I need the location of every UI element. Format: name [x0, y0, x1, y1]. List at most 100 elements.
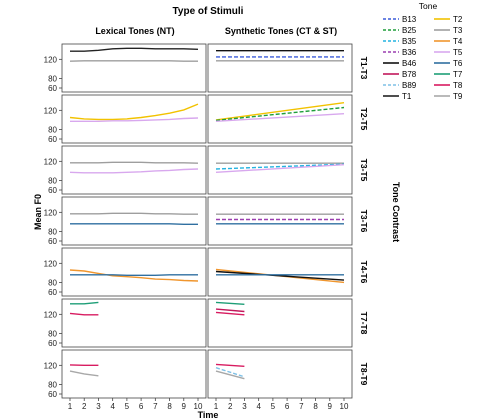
series-line-t2 [215, 102, 345, 121]
x-tick-label: 8 [167, 402, 172, 411]
x-tick-label: 4 [256, 402, 261, 411]
x-tick-label: 10 [194, 402, 203, 411]
y-tick-label: 60 [48, 186, 57, 195]
panel-t1-t3-col1 [61, 43, 207, 93]
y-tick-label: 80 [48, 278, 57, 287]
x-axis-label: Time [198, 410, 219, 419]
panel-frame [207, 94, 353, 144]
chart-title: Type of Stimuli [173, 6, 244, 17]
panel-frame [61, 247, 207, 297]
legend-item-t7: T7 [434, 70, 463, 79]
legend-label: B13 [402, 15, 417, 24]
legend-item-t5: T5 [434, 48, 463, 57]
legend-label: B25 [402, 26, 417, 35]
x-tick-label: 6 [139, 402, 144, 411]
x-tick-label: 3 [96, 402, 101, 411]
y-tick-label: 60 [48, 135, 57, 144]
panel-t1-t3-col2 [207, 43, 353, 93]
x-tick-label: 2 [82, 402, 87, 411]
panel-t7-t8-col1 [61, 298, 207, 348]
series-line-t5 [69, 168, 199, 174]
legend-label: T9 [453, 92, 463, 101]
y-tick-label: 120 [44, 157, 58, 166]
series-line-t1 [70, 47, 199, 52]
panel-t3-t6-col2 [207, 196, 353, 246]
column-title-lexical: Lexical Tones (NT) [95, 26, 174, 36]
legend-item-b13: B13 [383, 15, 417, 24]
legend-label: T6 [453, 59, 463, 68]
legend-item-b78: B78 [383, 70, 417, 79]
x-tick-label: 7 [299, 402, 304, 411]
panel-frame [207, 145, 353, 195]
legend-title: Tone [419, 1, 438, 11]
panel-frame [207, 196, 353, 246]
panel-t7-t8-col2 [207, 298, 353, 348]
y-tick-label: 80 [48, 329, 57, 338]
legend-label: T3 [453, 26, 463, 35]
series-line-b25 [215, 106, 345, 122]
panel-t3-t5-col2 [207, 145, 353, 195]
legend-item-b46: B46 [383, 59, 417, 68]
y-tick-label: 60 [48, 390, 57, 399]
legend-label: T4 [453, 37, 463, 46]
panel-frame [207, 349, 353, 399]
x-tick-label: 3 [242, 402, 247, 411]
legend-item-t1: T1 [383, 92, 412, 101]
x-tick-label: 6 [285, 402, 290, 411]
series-line-t5 [70, 117, 199, 123]
panel-frame [61, 43, 207, 93]
y-tick-label: 80 [48, 380, 57, 389]
y-tick-label: 60 [48, 288, 57, 297]
series-line-t9 [215, 370, 245, 380]
row-label-t4-t6: T4-T6 [359, 261, 369, 284]
panel-t2-t5-col1 [61, 94, 207, 144]
series-line-t6 [70, 274, 198, 276]
y-tick-label: 80 [48, 227, 57, 236]
panel-t4-t6-col1 [61, 247, 207, 297]
legend-item-t4: T4 [434, 37, 463, 46]
x-tick-label: 5 [125, 402, 130, 411]
panel-t3-t5-col1 [61, 145, 207, 195]
series-line-t8 [69, 312, 99, 316]
series-line-t9 [69, 370, 99, 377]
series-line-t4 [69, 269, 199, 282]
y-tick-label: 120 [44, 259, 58, 268]
panel-frame [61, 196, 207, 246]
legend-label: B36 [402, 48, 417, 57]
y-tick-label: 60 [48, 237, 57, 246]
y-tick-label: 80 [48, 74, 57, 83]
row-label-t3-t6: T3-T6 [359, 210, 369, 233]
x-tick-label: 1 [68, 402, 73, 411]
series-line-t5 [215, 164, 345, 173]
legend-label: T2 [453, 15, 463, 24]
panel-t8-t9-col2 [207, 349, 353, 399]
row-label-t8-t9: T8-T9 [359, 363, 369, 386]
panel-frame [207, 298, 353, 348]
series-line-t8 [215, 311, 245, 316]
x-tick-label: 2 [228, 402, 233, 411]
legend-item-b25: B25 [383, 26, 417, 35]
series-line-b78 [215, 308, 245, 313]
legend-item-t6: T6 [434, 59, 463, 68]
y-tick-label: 60 [48, 339, 57, 348]
row-label-t3-t5: T3-T5 [359, 159, 369, 182]
series-line-t3 [70, 161, 199, 164]
x-tick-label: 10 [340, 402, 349, 411]
x-tick-label: 7 [153, 402, 158, 411]
x-tick-label: 9 [182, 402, 187, 411]
y-tick-label: 80 [48, 125, 57, 134]
panel-frame [61, 298, 207, 348]
panel-t2-t5-col2 [207, 94, 353, 144]
facet-row-title: Tone Contrast [391, 182, 401, 242]
series-line-t5 [215, 113, 345, 122]
legend-label: B35 [402, 37, 417, 46]
row-label-t1-t3: T1-T3 [359, 57, 369, 80]
legend-label: T5 [453, 48, 463, 57]
row-label-t2-t5: T2-T5 [359, 108, 369, 131]
x-tick-label: 9 [328, 402, 333, 411]
x-tick-label: 1 [214, 402, 219, 411]
series-line-b35 [215, 163, 345, 170]
